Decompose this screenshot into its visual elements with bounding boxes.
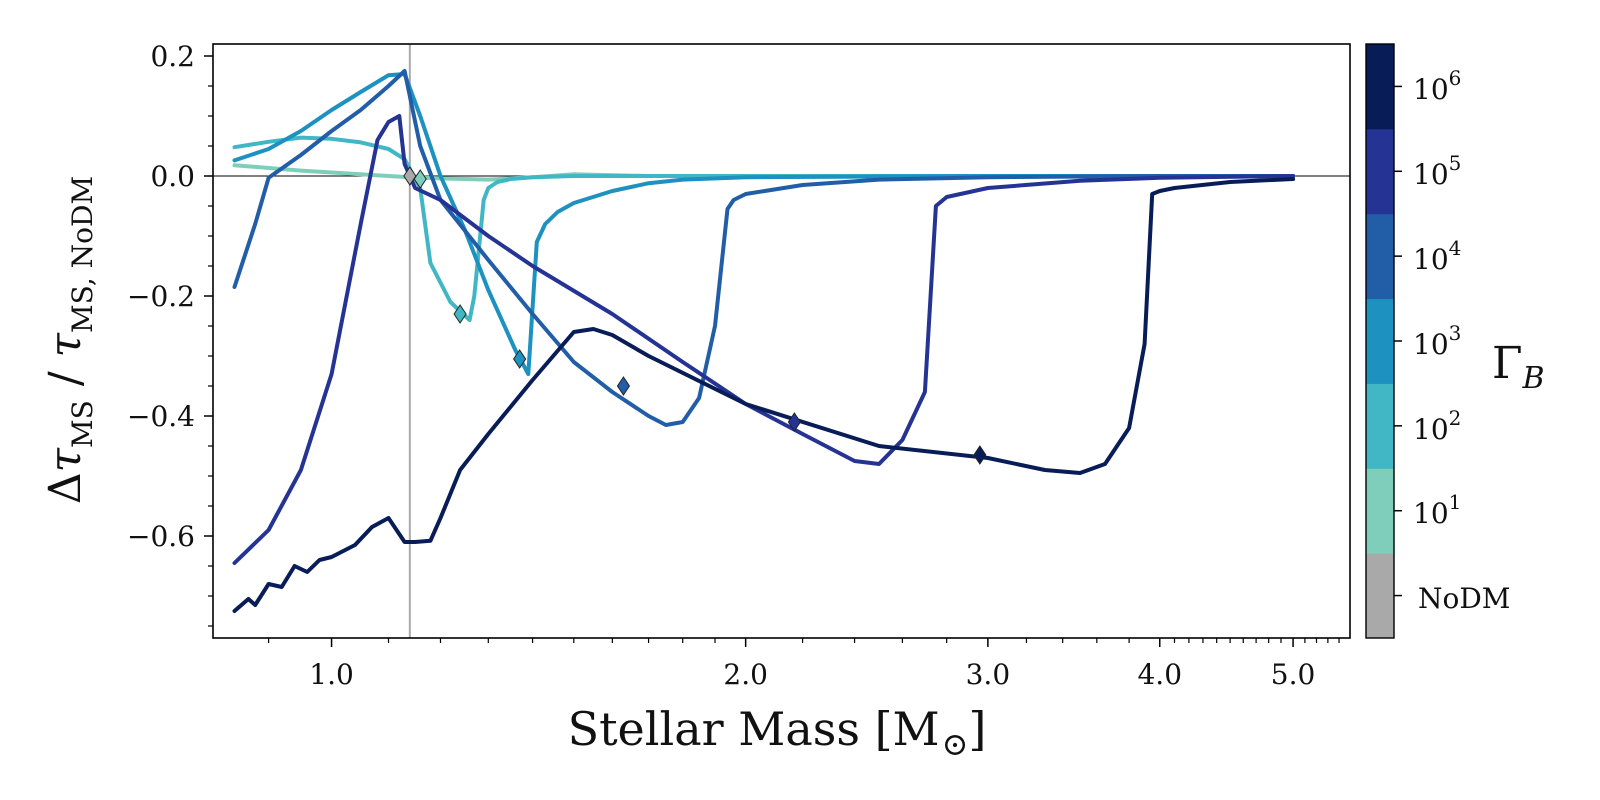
y-axis-title: ΔτMS / τMS, NoDM [40,176,99,504]
colorbar-segment-10e1 [1366,468,1394,554]
colorbar-segment-10e3 [1366,298,1394,384]
tick-marks [204,55,1340,647]
colorbar-label-1e1-base: 10 [1413,497,1449,530]
y-tick-label: −0.6 [127,520,195,553]
colorbar-label-nodm: NoDM [1418,582,1510,615]
colorbar-label-1e3-base: 10 [1413,328,1449,361]
marker-10e3 [513,349,527,369]
y-tick-label: 0.2 [150,40,195,73]
marker-10e4 [616,376,631,396]
series-line-10e5 [232,114,1296,565]
colorbar-label-1e6: 106 [1413,66,1461,106]
colorbar-label-1e1-exp: 1 [1449,490,1462,514]
series-line-10e6 [232,177,1296,613]
colorbar-segment-NoDM [1366,553,1394,639]
colorbar-label-1e4-base: 10 [1413,243,1449,276]
colorbar-title: ΓB [1492,338,1545,396]
colorbar-label-1e5: 105 [1413,151,1461,191]
marker-10e5 [787,412,801,432]
x-tick-label: 4.0 [1137,658,1182,691]
colorbar-label-1e3: 103 [1413,321,1461,361]
marker-10e2 [453,304,467,324]
colorbar-label-1e4-exp: 4 [1449,236,1462,260]
series-lines [232,69,1296,613]
colorbar-label-1e3-exp: 3 [1449,321,1462,345]
colorbar-label-1e5-base: 10 [1413,158,1449,191]
colorbar [1366,44,1394,639]
colorbar-label-1e2-exp: 2 [1449,406,1462,430]
y-tick-labels: 0.2 0.0 −0.2 −0.4 −0.6 [127,40,195,553]
colorbar-label-1e5-exp: 5 [1449,151,1462,175]
colorbar-label-1e6-base: 10 [1413,73,1449,106]
x-tick-label: 3.0 [966,658,1011,691]
marker-1e1 [413,169,427,189]
colorbar-label-1e6-exp: 6 [1449,66,1462,90]
marker-10e6 [973,445,987,465]
y-tick-label: −0.4 [127,400,195,433]
y-tick-label: 0.0 [150,160,195,193]
x-tick-label: 5.0 [1271,658,1316,691]
colorbar-segment-10e2 [1366,383,1394,469]
colorbar-segment-10e5 [1366,128,1394,215]
colorbar-frame [1365,43,1395,639]
plot-frame [212,43,1351,639]
series-line-10e2 [232,135,1296,322]
x-tick-labels: 1.0 2.0 3.0 4.0 5.0 [309,658,1315,691]
y-tick-label: −0.2 [127,280,195,313]
x-axis-title: Stellar Mass [M⊙] [568,702,987,763]
colorbar-label-1e2: 102 [1413,406,1461,446]
colorbar-label-1e2-base: 10 [1413,413,1449,446]
colorbar-segment-10e6 [1366,44,1394,130]
series-line-10e4 [232,69,1296,427]
x-tick-label: 1.0 [309,658,354,691]
colorbar-ticks [1394,85,1402,597]
marker-nodm [403,166,417,186]
colorbar-label-1e4: 104 [1413,236,1461,276]
colorbar-label-1e1: 101 [1413,490,1461,530]
series-line-10e3 [232,72,1296,376]
series-markers [403,166,987,465]
x-tick-label: 2.0 [723,658,768,691]
colorbar-segment-10e4 [1366,213,1394,300]
